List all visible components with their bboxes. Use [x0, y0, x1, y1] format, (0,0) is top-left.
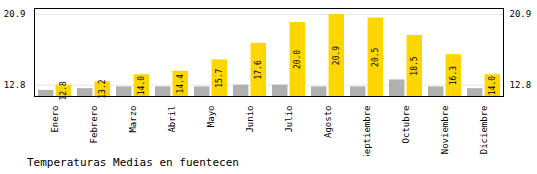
svg-text:15.7: 15.7: [215, 68, 224, 87]
svg-text:20.9: 20.9: [332, 46, 341, 65]
svg-text:13.2: 13.2: [98, 79, 107, 98]
svg-text:12.8: 12.8: [59, 81, 68, 100]
svg-text:16.3: 16.3: [449, 66, 458, 85]
svg-text:14.4: 14.4: [176, 74, 185, 93]
svg-text:14.0: 14.0: [137, 76, 146, 95]
svg-text:20.5: 20.5: [371, 47, 380, 66]
svg-text:12.8: 12.8: [510, 80, 532, 90]
svg-text:20.0: 20.0: [293, 50, 302, 69]
svg-text:Abril: Abril: [167, 106, 177, 133]
svg-text:Enero: Enero: [50, 106, 60, 133]
svg-text:14.0: 14.0: [488, 76, 497, 95]
svg-text:Noviembre: Noviembre: [440, 106, 450, 155]
svg-text:12.8: 12.8: [4, 80, 26, 90]
svg-text:Agosto: Agosto: [323, 106, 333, 139]
svg-text:Febrero: Febrero: [89, 106, 99, 144]
svg-text:20.9: 20.9: [4, 9, 26, 19]
svg-text:Julio: Julio: [284, 106, 294, 133]
svg-text:Septiembre: Septiembre: [362, 106, 372, 157]
svg-text:Mayo: Mayo: [206, 106, 216, 128]
svg-text:Junio: Junio: [245, 106, 255, 133]
svg-text:20.9: 20.9: [510, 9, 532, 19]
svg-text:18.5: 18.5: [410, 56, 419, 75]
svg-text:Octubre: Octubre: [401, 106, 411, 144]
svg-text:Marzo: Marzo: [128, 106, 138, 133]
svg-text:17.6: 17.6: [254, 60, 263, 79]
html-text:Temperaturas Medias en fuentec: Temperaturas Medias en fuentecen: [27, 156, 239, 169]
svg-text:Diciembre: Diciembre: [479, 106, 489, 155]
